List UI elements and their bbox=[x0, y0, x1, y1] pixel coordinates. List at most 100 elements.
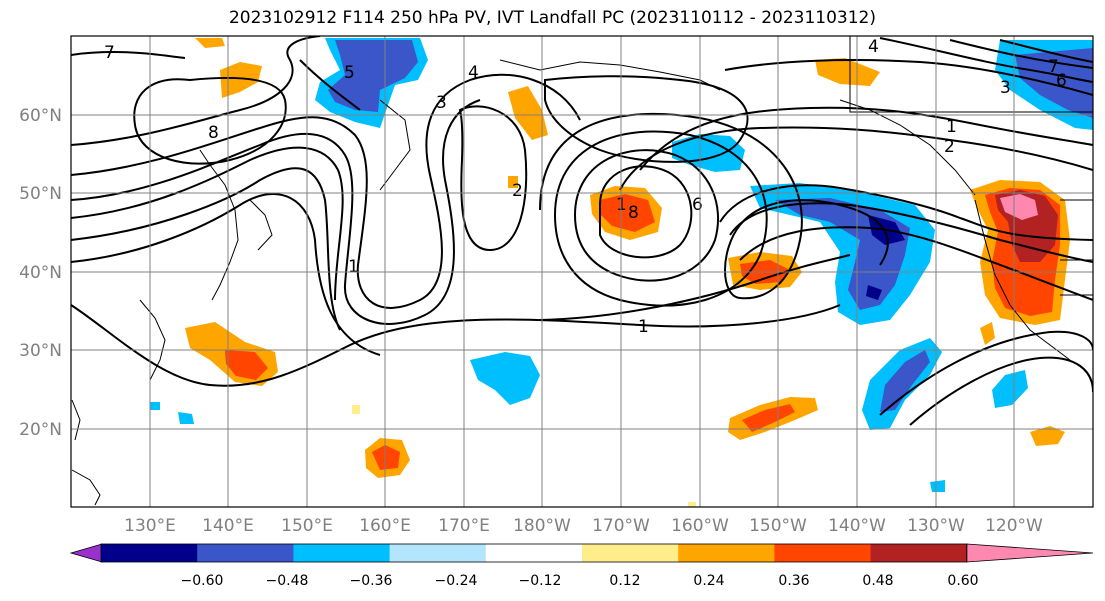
contour-line bbox=[71, 193, 381, 356]
latitude-labels: 60°N 50°N 40°N 30°N 20°N bbox=[19, 106, 62, 440]
longitude-labels: 130°E 140°E 150°E 160°E 170°E 180°W 170°… bbox=[124, 516, 1043, 536]
lon-label: 130°W bbox=[907, 516, 965, 536]
lat-label: 20°N bbox=[19, 420, 62, 440]
colorbar-tick-label: −0.36 bbox=[350, 573, 393, 589]
shade-positive bbox=[508, 176, 518, 188]
colorbar-segment bbox=[293, 544, 391, 562]
contour-line bbox=[909, 356, 1093, 426]
contour-line bbox=[619, 126, 1093, 191]
lon-label: 150°E bbox=[281, 516, 333, 536]
colorbar: −0.60 −0.48 −0.36 −0.24 −0.12 0.12 0.24 … bbox=[69, 543, 1094, 589]
colorbar-tick-label: 0.36 bbox=[778, 573, 809, 589]
contour-line bbox=[879, 330, 1093, 416]
contour-line bbox=[544, 75, 749, 163]
shade-positive bbox=[225, 350, 268, 380]
contour-label: 4 bbox=[468, 63, 479, 83]
shade-positive bbox=[508, 86, 548, 140]
shade-negative bbox=[880, 350, 930, 412]
contour-line bbox=[729, 202, 1093, 263]
shade-positive bbox=[372, 445, 400, 470]
colorbar-tick-label: −0.24 bbox=[435, 573, 478, 589]
shade-positive bbox=[688, 502, 696, 507]
lon-label: 130°E bbox=[124, 516, 176, 536]
gridlines bbox=[71, 36, 1093, 507]
colorbar-segment bbox=[678, 544, 775, 562]
lon-label: 140°W bbox=[828, 516, 886, 536]
colorbar-tick-label: 0.12 bbox=[609, 573, 640, 589]
colorbar-tick-label: −0.60 bbox=[181, 573, 224, 589]
colorbar-segment bbox=[870, 544, 968, 562]
colorbar-segment bbox=[582, 544, 679, 562]
lat-label: 50°N bbox=[19, 184, 62, 204]
state-line bbox=[849, 36, 1093, 113]
lat-label: 30°N bbox=[19, 341, 62, 361]
contour-line bbox=[71, 99, 481, 325]
colorbar-extend-min bbox=[69, 543, 103, 563]
shade-positive bbox=[352, 405, 360, 414]
contour-line bbox=[71, 167, 341, 331]
contour-label: 2 bbox=[512, 181, 523, 201]
shade-positive bbox=[1030, 426, 1065, 446]
contour-label: 3 bbox=[436, 93, 447, 113]
lon-label: 170°E bbox=[438, 516, 490, 536]
lon-label: 120°W bbox=[985, 516, 1043, 536]
contour-line bbox=[949, 39, 1093, 69]
lon-label: 180°W bbox=[513, 516, 571, 536]
shade-positive bbox=[815, 58, 880, 86]
contour-line bbox=[719, 184, 1093, 241]
contour-label: 5 bbox=[344, 63, 355, 83]
shade-positive bbox=[600, 194, 655, 232]
shade-positive bbox=[980, 322, 995, 345]
colorbar-segments bbox=[69, 543, 1094, 563]
contour-label: 8 bbox=[628, 203, 639, 223]
coastline bbox=[71, 469, 101, 506]
contour-line bbox=[71, 73, 581, 309]
contour-label: 7 bbox=[1048, 57, 1059, 77]
contour-line bbox=[133, 76, 287, 165]
coastline bbox=[199, 149, 239, 301]
contour-line bbox=[71, 146, 344, 301]
shade-negative bbox=[866, 285, 882, 300]
contour-line bbox=[458, 105, 528, 252]
contour-label: 6 bbox=[1056, 71, 1067, 91]
colorbar-tick-label: −0.48 bbox=[266, 573, 309, 589]
lon-label: 170°W bbox=[592, 516, 650, 536]
coastline bbox=[71, 399, 81, 441]
lat-label: 40°N bbox=[19, 263, 62, 283]
colorbar-tick-label: 0.60 bbox=[947, 573, 978, 589]
contour-labels: 7 5 4 3 8 2 1 8 6 4 7 6 3 1 2 1 1 bbox=[104, 37, 1067, 337]
contour-line bbox=[879, 37, 1093, 83]
contour-label: 2 bbox=[944, 137, 955, 157]
contour-line bbox=[739, 226, 1093, 301]
contour-line bbox=[599, 165, 693, 259]
map-title: 2023102912 F114 250 hPa PV, IVT Landfall… bbox=[228, 8, 876, 28]
contour-line bbox=[639, 106, 1093, 171]
shade-negative bbox=[328, 40, 418, 112]
contour-line bbox=[71, 50, 186, 59]
shade-negative bbox=[470, 352, 540, 405]
lat-label: 60°N bbox=[19, 106, 62, 126]
map-frame bbox=[70, 35, 1094, 508]
contour-line bbox=[553, 130, 768, 307]
contour-label: 8 bbox=[208, 123, 219, 143]
contour-label: 7 bbox=[104, 43, 115, 63]
shade-negative bbox=[178, 412, 194, 424]
colorbar-tick-label: 0.48 bbox=[862, 573, 893, 589]
shade-negative bbox=[150, 402, 160, 410]
colorbar-segment bbox=[389, 544, 487, 562]
contour-label: 1 bbox=[946, 117, 957, 137]
shade-positive bbox=[220, 62, 262, 98]
contour-line bbox=[539, 254, 851, 321]
colorbar-tick-label: 0.24 bbox=[693, 573, 724, 589]
contour-line bbox=[71, 36, 321, 146]
contour-line bbox=[299, 59, 361, 111]
contour-line bbox=[71, 304, 841, 387]
colorbar-tick-label: −0.12 bbox=[519, 573, 562, 589]
shade-positive bbox=[742, 404, 795, 432]
shade-positive bbox=[195, 38, 225, 48]
shade-negative bbox=[930, 480, 945, 492]
colorbar-extend-max bbox=[966, 543, 1094, 563]
contour-label: 1 bbox=[638, 317, 649, 337]
contour-line bbox=[999, 39, 1093, 63]
lon-label: 160°W bbox=[671, 516, 729, 536]
